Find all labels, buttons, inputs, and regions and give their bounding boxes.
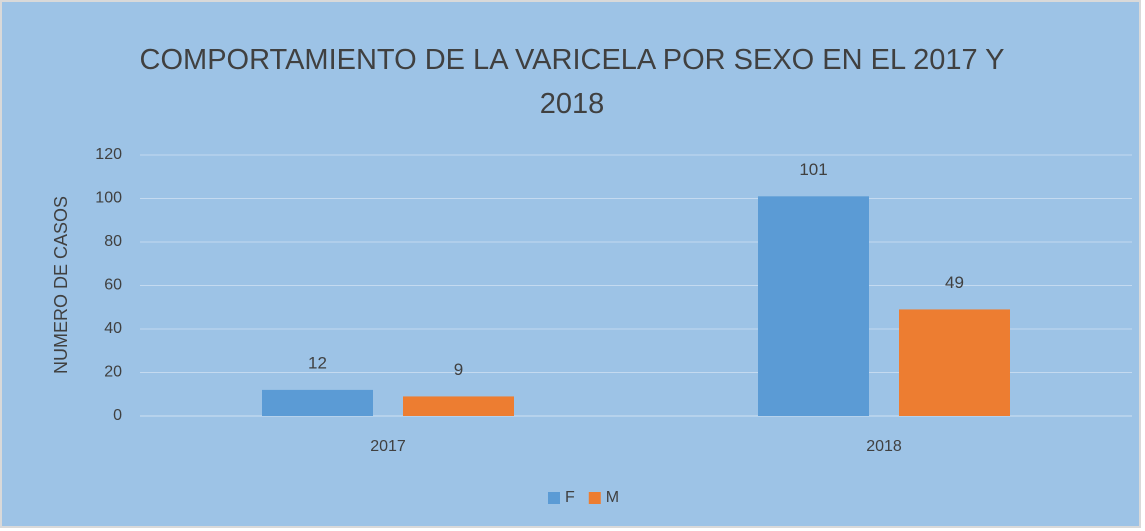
legend-label: F: [565, 489, 575, 506]
legend-swatch: [588, 492, 601, 504]
x-tick-label: 2017: [370, 438, 406, 455]
chart-title: COMPORTAMIENTO DE LA VARICELA POR SEXO E…: [139, 44, 1005, 120]
y-tick-label: 120: [95, 146, 122, 163]
y-tick-label: 60: [104, 277, 122, 294]
bar: [758, 196, 869, 416]
bar: [262, 389, 373, 416]
y-tick-label: 0: [113, 407, 122, 424]
data-label: 12: [308, 353, 327, 372]
y-axis-label: NUMERO DE CASOS: [51, 196, 71, 374]
bar: [899, 309, 1010, 416]
bar: [403, 396, 514, 416]
y-tick-label: 40: [104, 320, 122, 337]
data-label: 9: [454, 360, 463, 379]
x-tick-label: 2018: [866, 438, 902, 455]
y-tick-label: 100: [95, 190, 122, 207]
legend-label: M: [606, 489, 619, 506]
y-tick-label: 20: [104, 364, 122, 381]
data-label: 101: [799, 160, 827, 179]
y-tick-label: 80: [104, 233, 122, 250]
data-label: 49: [945, 273, 964, 292]
legend-swatch: [548, 492, 560, 504]
